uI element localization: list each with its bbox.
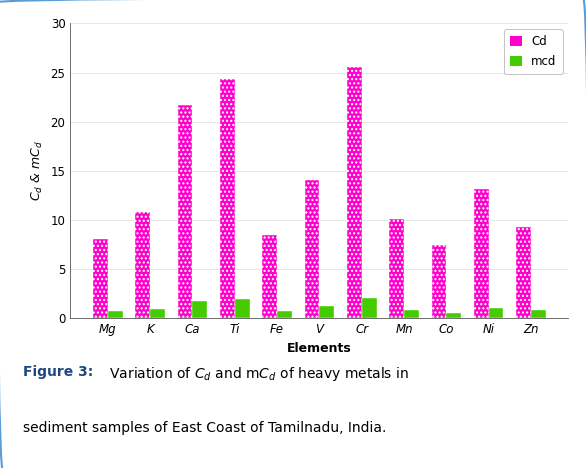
Text: Variation of $C_d$ and m$C_d$ of heavy metals in: Variation of $C_d$ and m$C_d$ of heavy m… (105, 365, 410, 383)
Bar (404, 310, 419, 318)
Text: Figure 3:: Figure 3: (23, 365, 94, 379)
Bar (150, 309, 165, 318)
Bar (447, 314, 461, 318)
X-axis label: Elements: Elements (287, 342, 352, 355)
Bar (347, 66, 362, 318)
Bar (263, 234, 277, 318)
Bar (516, 227, 531, 318)
Bar (531, 310, 546, 318)
Bar (319, 307, 334, 318)
Bar (135, 212, 150, 318)
Y-axis label: $C_d$ & m$C_d$: $C_d$ & m$C_d$ (30, 140, 45, 201)
Bar (489, 308, 503, 318)
Legend: Cd, mcd: Cd, mcd (504, 29, 563, 74)
Bar (474, 190, 489, 318)
Bar (305, 180, 319, 318)
Bar (108, 311, 122, 318)
Bar (220, 80, 235, 318)
Bar (431, 244, 447, 318)
Bar (389, 219, 404, 318)
Bar (235, 299, 250, 318)
Bar (93, 239, 108, 318)
Bar (277, 311, 292, 318)
Bar (192, 300, 207, 318)
Bar (362, 298, 376, 318)
Bar (178, 105, 192, 318)
Text: sediment samples of East Coast of Tamilnadu, India.: sediment samples of East Coast of Tamiln… (23, 421, 387, 435)
